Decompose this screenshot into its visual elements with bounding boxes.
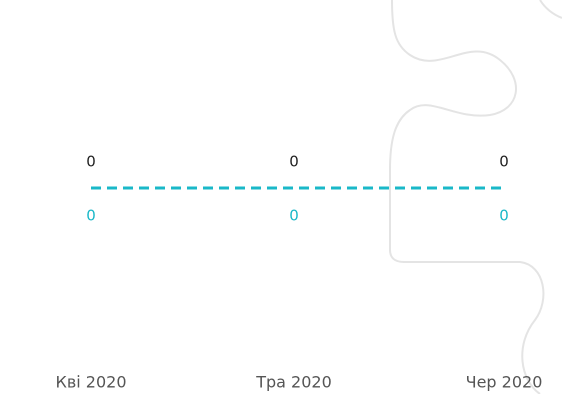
data-label: 0 <box>499 153 509 171</box>
x-tick-label: Кві 2020 <box>55 373 126 392</box>
x-tick-label: Чер 2020 <box>466 373 543 392</box>
data-label: 0 <box>289 207 299 225</box>
x-tick-label: Тра 2020 <box>255 373 332 392</box>
background-decoration <box>389 0 562 394</box>
data-label: 0 <box>86 153 96 171</box>
data-label: 0 <box>499 207 509 225</box>
data-label: 0 <box>289 153 299 171</box>
data-label: 0 <box>86 207 96 225</box>
